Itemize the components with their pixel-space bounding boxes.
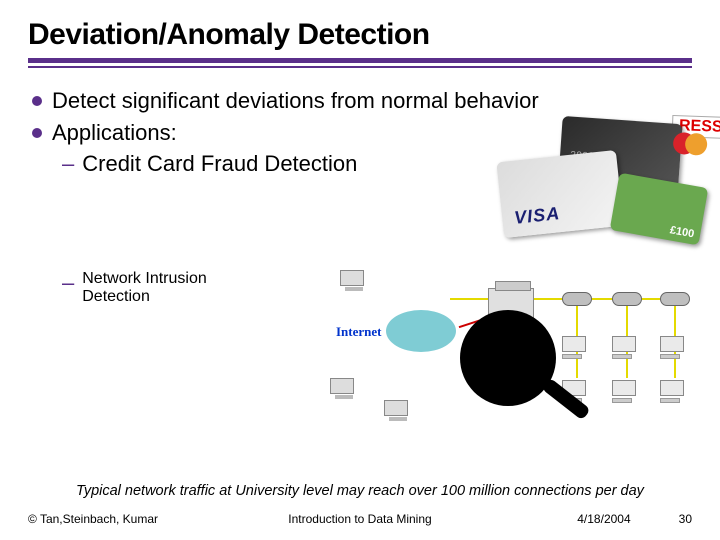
bullet-dot-icon bbox=[32, 128, 42, 138]
title-rule-thin bbox=[28, 66, 692, 68]
dash-icon: – bbox=[62, 149, 74, 179]
sub-bullet-2-text: Network Intrusion Detection bbox=[82, 270, 207, 306]
sub-bullet-2-line2: Detection bbox=[82, 288, 150, 305]
caption-text: Typical network traffic at University le… bbox=[28, 483, 692, 500]
title-rule-thick bbox=[28, 58, 692, 63]
network-diagram: Internet bbox=[330, 260, 690, 430]
switch-card: £100 bbox=[610, 173, 709, 246]
footer: © Tan,Steinbach, Kumar Introduction to D… bbox=[28, 512, 692, 526]
remote-pc-icon bbox=[340, 270, 368, 292]
sub-bullet-2-line1: Network Intrusion bbox=[82, 270, 207, 287]
visa-logo-text: VISA bbox=[513, 203, 561, 229]
bullet-1: Detect significant deviations from norma… bbox=[28, 86, 692, 116]
magnifier-icon bbox=[460, 310, 556, 406]
client-pc-icon bbox=[612, 336, 638, 360]
remote-pc-icon bbox=[330, 378, 358, 400]
client-pc-icon bbox=[660, 336, 686, 360]
client-pc-icon bbox=[612, 380, 638, 404]
bullet-1-text: Detect significant deviations from norma… bbox=[52, 86, 539, 116]
internet-cloud-icon bbox=[386, 310, 456, 352]
router-icon bbox=[660, 292, 690, 306]
slide-title: Deviation/Anomaly Detection bbox=[28, 18, 692, 52]
amount-text: £100 bbox=[669, 224, 695, 240]
internet-label: Internet bbox=[336, 324, 382, 340]
visa-card: VISA bbox=[496, 150, 623, 238]
footer-center: Introduction to Data Mining bbox=[28, 512, 692, 526]
credit-cards-image: RESS 2992 1003 VISA £100 bbox=[450, 120, 690, 240]
client-pc-icon bbox=[562, 336, 588, 360]
sub-bullet-1-text: Credit Card Fraud Detection bbox=[82, 149, 357, 179]
router-icon bbox=[612, 292, 642, 306]
dash-icon: – bbox=[62, 270, 74, 296]
bullet-2-text: Applications: bbox=[52, 118, 177, 148]
bullet-dot-icon bbox=[32, 96, 42, 106]
client-pc-icon bbox=[660, 380, 686, 404]
slide: Deviation/Anomaly Detection Detect signi… bbox=[0, 0, 720, 540]
remote-pc-icon bbox=[384, 400, 412, 422]
network-link bbox=[530, 298, 680, 300]
router-icon bbox=[562, 292, 592, 306]
